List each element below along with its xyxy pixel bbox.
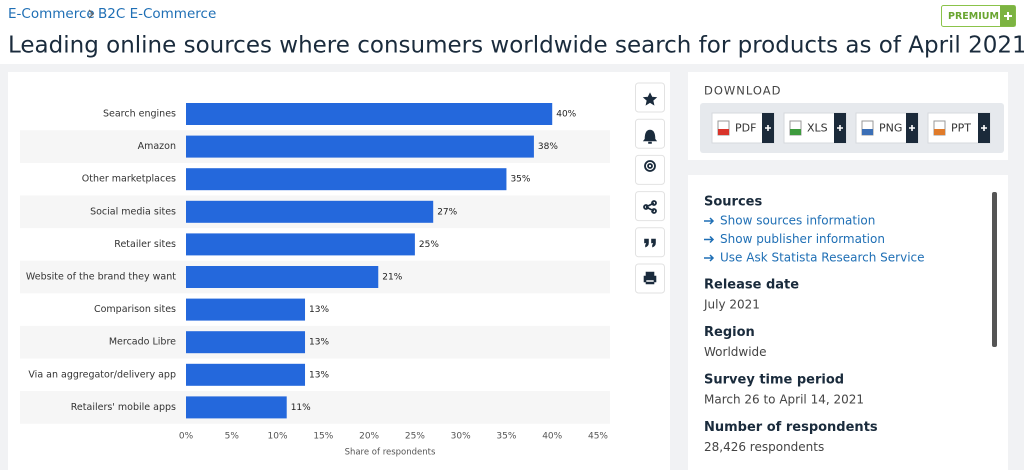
value-label: 21% (382, 273, 402, 283)
value-label: 38% (538, 142, 558, 152)
row-stripe (20, 325, 610, 359)
x-axis-label: Share of respondents (345, 448, 436, 458)
favorite-icon (642, 92, 658, 106)
download-button[interactable]: XLS (783, 112, 847, 144)
share-icon (643, 200, 657, 214)
field-title: Number of respondents (704, 420, 878, 435)
download-plus (837, 125, 843, 131)
settings-icon (644, 160, 656, 172)
download-format: PNG (879, 122, 902, 135)
link-arrow (704, 254, 715, 262)
file-icon-tag (934, 129, 945, 135)
download-button[interactable]: PDF (711, 112, 775, 144)
bar (186, 266, 379, 288)
bar (186, 233, 415, 256)
link-arrow (704, 217, 715, 225)
download-format: PPT (951, 122, 971, 135)
row-stripe (20, 391, 610, 424)
bar (186, 135, 534, 158)
category-label: Social media sites (90, 206, 176, 217)
premium-button[interactable]: PREMIUM (941, 5, 1016, 27)
value-label: 13% (309, 370, 329, 380)
category-label: Retailer sites (114, 239, 176, 250)
field-value: March 26 to April 14, 2021 (704, 393, 864, 407)
notify-icon (642, 129, 658, 144)
value-label: 27% (437, 207, 457, 217)
x-tick-label: 0% (179, 432, 194, 442)
bar (186, 200, 434, 223)
category-label: Website of the brand they want (26, 272, 176, 283)
bar (186, 363, 306, 386)
field-title: Region (704, 325, 755, 340)
category-label: Comparison sites (94, 304, 176, 315)
category-label: Amazon (138, 141, 176, 152)
source-link[interactable]: Show sources information (720, 214, 875, 228)
breadcrumb-separator (88, 9, 94, 19)
bar (186, 298, 306, 321)
file-icon-tag (862, 129, 873, 135)
cite-icon (644, 238, 656, 248)
info-panel (688, 175, 1008, 470)
download-plus (909, 125, 915, 131)
download-plus (765, 125, 771, 131)
breadcrumb[interactable]: B2C E-Commerce (98, 6, 216, 22)
field-title: Survey time period (704, 373, 844, 388)
premium-plus (1004, 12, 1012, 20)
value-label: 11% (291, 403, 311, 413)
section-title: Sources (704, 195, 762, 210)
category-label: Other marketplaces (82, 174, 176, 185)
x-tick-label: 40% (542, 432, 562, 442)
breadcrumb[interactable]: E-Commerce (8, 6, 95, 22)
share-button[interactable] (635, 191, 665, 222)
file-icon-tag (790, 129, 801, 135)
bar (186, 168, 507, 191)
download-plus (981, 125, 987, 131)
bar (186, 331, 306, 354)
x-tick-label: 45% (588, 432, 608, 442)
source-link[interactable]: Show publisher information (720, 232, 885, 246)
chart: Search engines 40% Amazon 38% Other marketpl… (20, 103, 610, 458)
field-title: Release date (704, 278, 799, 293)
field-value: July 2021 (703, 298, 760, 312)
field-value: 28,426 respondents (704, 440, 824, 454)
value-label: 13% (309, 305, 329, 315)
bar (186, 103, 553, 125)
print-icon (643, 271, 657, 285)
page-title: Leading online sources where consumers w… (8, 33, 1024, 59)
category-label: Mercado Libre (109, 337, 176, 348)
download-title: DOWNLOAD (704, 84, 781, 98)
download-format: XLS (807, 122, 828, 135)
cite-button[interactable] (635, 227, 665, 258)
toolbar (635, 82, 665, 294)
category-label: Search engines (103, 109, 176, 120)
x-tick-label: 15% (313, 432, 333, 442)
value-label: 35% (510, 175, 530, 185)
download-format: PDF (735, 122, 756, 135)
link-arrow (704, 235, 715, 244)
field-value: Worldwide (704, 345, 767, 359)
premium-label: PREMIUM (948, 11, 999, 22)
value-label: 13% (309, 338, 329, 348)
x-tick-label: 5% (225, 432, 240, 442)
category-label: Via an aggregator/delivery app (28, 369, 176, 380)
value-label: 40% (556, 110, 576, 120)
info: Sources Show sources information Show publ… (703, 195, 925, 455)
value-label: 25% (419, 240, 439, 250)
x-tick-label: 25% (405, 432, 425, 442)
download-buttons: PDF XLS PNG PPT (711, 112, 991, 144)
download-button[interactable]: PPT (927, 112, 991, 144)
x-tick-label: 20% (359, 432, 379, 442)
x-tick-label: 30% (451, 432, 471, 442)
file-icon-tag (718, 129, 729, 135)
scrollbar[interactable] (992, 192, 997, 347)
category-label: Retailers' mobile apps (71, 402, 176, 413)
source-link[interactable]: Use Ask Statista Research Service (720, 251, 925, 265)
x-tick-label: 10% (268, 432, 288, 442)
bar (186, 396, 287, 419)
x-tick-label: 35% (496, 432, 516, 442)
download-button[interactable]: PNG (855, 112, 919, 144)
settings-button[interactable] (635, 154, 665, 185)
